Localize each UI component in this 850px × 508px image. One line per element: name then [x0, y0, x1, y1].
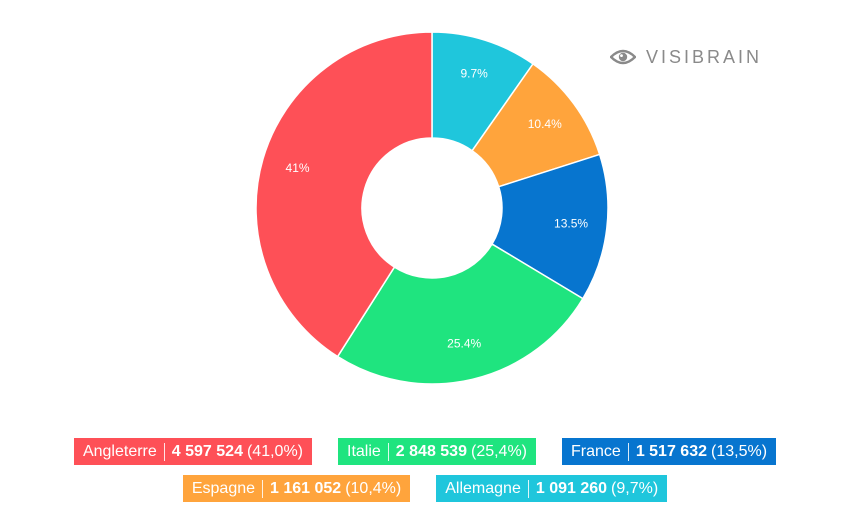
legend-name: Allemagne	[445, 479, 521, 497]
legend-value: 1 517 632	[635, 442, 707, 460]
slice-label-allemagne: 9.7%	[460, 67, 488, 81]
legend-row-1: Angleterre 4 597 524 (41,0%) Italie 2 848 53…	[0, 438, 850, 465]
legend-value: 2 848 539	[395, 442, 467, 460]
slice-italie[interactable]	[336, 243, 584, 385]
legend-percent: (9,7%)	[611, 479, 659, 497]
legend-percent: (41,0%)	[246, 442, 303, 460]
legend-name: Italie	[347, 442, 381, 460]
donut-slices	[255, 31, 609, 385]
legend-item-france[interactable]: France 1 517 632 (13,5%)	[562, 438, 777, 465]
legend-name: France	[571, 442, 621, 460]
donut-chart: 9.7% 10.4% 13.5% 25.4% 41%	[255, 31, 609, 385]
slice-label-angleterre: 41%	[286, 161, 310, 175]
legend-item-angleterre[interactable]: Angleterre 4 597 524 (41,0%)	[73, 438, 312, 465]
legend-percent: (25,4%)	[470, 442, 528, 460]
slice-france[interactable]	[490, 153, 609, 300]
legend-name: Angleterre	[82, 442, 157, 460]
legend-percent: (13,5%)	[711, 442, 768, 460]
brand-logo: VISIBRAIN	[610, 46, 762, 68]
slice-label-espagne: 10.4%	[528, 117, 562, 131]
slice-labels: 9.7% 10.4% 13.5% 25.4% 41%	[286, 67, 589, 351]
legend-name: Espagne	[191, 479, 256, 497]
legend-percent: (10,4%)	[345, 479, 402, 497]
legend-separator	[163, 442, 165, 461]
legend-separator	[262, 479, 264, 498]
slice-label-france: 13.5%	[554, 216, 588, 230]
legend-separator	[627, 442, 629, 461]
legend-separator	[387, 442, 389, 461]
legend-value: 4 597 524	[171, 442, 243, 460]
legend-separator	[527, 479, 529, 498]
slice-label-italie: 25.4%	[447, 336, 481, 350]
legend-value: 1 091 260	[535, 479, 608, 497]
slice-angleterre[interactable]	[255, 31, 433, 358]
legend-item-allemagne[interactable]: Allemagne 1 091 260 (9,7%)	[436, 475, 668, 502]
brand-name: VISIBRAIN	[646, 46, 763, 67]
legend-value: 1 161 052	[270, 479, 342, 497]
legend-item-italie[interactable]: Italie 2 848 539 (25,4%)	[338, 438, 537, 465]
legend-item-espagne[interactable]: Espagne 1 161 052 (10,4%)	[182, 475, 411, 502]
legend-row-2: Espagne 1 161 052 (10,4%) Allemagne 1 091 26…	[0, 475, 850, 502]
eye-icon	[610, 49, 636, 65]
